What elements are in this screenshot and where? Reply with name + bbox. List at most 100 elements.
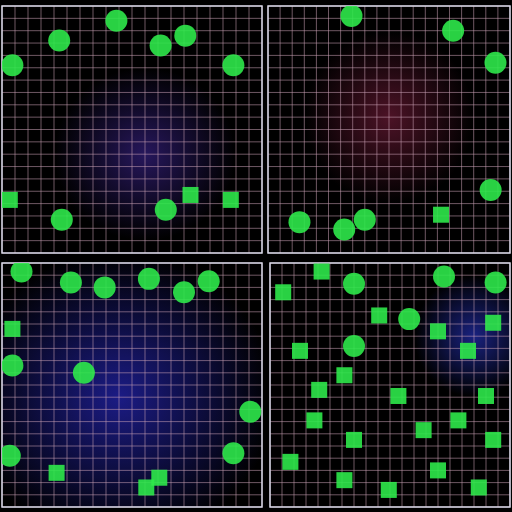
grid-line-y [2,385,262,386]
grid-line-y [2,141,262,142]
point [354,209,376,231]
point [346,432,362,448]
point [336,367,352,383]
point [288,211,310,233]
point [2,54,23,76]
grid-line-y [2,104,262,105]
point [60,272,82,294]
grid-line-y [270,299,510,300]
grid-line-y [2,470,262,471]
point [2,354,23,376]
point [306,412,322,428]
marks [2,10,244,231]
grid-line-y [268,129,510,130]
panel [1,6,262,253]
grid-line-y [2,299,262,300]
point [51,209,73,231]
point [223,192,239,208]
marks [288,6,506,241]
point [183,187,199,203]
grid-line-y [268,203,510,204]
grid-line-y [268,154,510,155]
grid-line-y [270,360,510,361]
point [94,276,116,298]
grid-line-y [268,178,510,179]
point [174,25,196,47]
point [155,199,177,221]
figure [0,0,512,512]
grid-line-y [270,397,510,398]
point [442,20,464,42]
grid-line-y [2,30,262,31]
point [2,192,18,208]
grid-line-y [270,385,510,386]
grid-line-y [268,240,510,241]
grid-line-y [2,166,262,167]
grid-line-y [270,470,510,471]
point [430,323,446,339]
grid-line-y [268,80,510,81]
plot-frame [270,263,510,507]
grid-line-y [2,409,262,410]
grid-line-y [268,166,510,167]
point [150,35,172,57]
point [343,273,365,295]
grid-line-y [270,409,510,410]
grid-line-y [270,336,510,337]
point [460,343,476,359]
grid-line-y [2,240,262,241]
point [485,272,507,294]
point [333,219,355,241]
grid-line-y [268,18,510,19]
tint [268,6,510,253]
grid-line-y [2,494,262,495]
grid-line-y [268,43,510,44]
marks [275,264,506,498]
point [2,445,21,467]
plot-frame [2,263,262,507]
panel [0,261,262,507]
grid-line-y [2,228,262,229]
grid-line-y [2,18,262,19]
grid-line-y [270,324,510,325]
point [275,284,291,300]
grid-line-y [2,336,262,337]
point [222,442,244,464]
point [390,388,406,404]
plot-frame [2,6,262,253]
tint [2,6,262,253]
point [73,362,95,384]
point [198,270,220,292]
grid-line-y [2,397,262,398]
point [450,412,466,428]
grid-line-y [2,55,262,56]
point [343,335,365,357]
grid-line-y [268,92,510,93]
point [381,482,397,498]
point [222,54,244,76]
point [471,479,487,495]
point [311,382,327,398]
grid-line-y [270,311,510,312]
point [4,321,20,337]
point [336,472,352,488]
grid-line-y [2,482,262,483]
point [282,454,298,470]
point [314,264,330,280]
point [105,10,127,32]
point [138,479,154,495]
point [173,281,195,303]
grid-line-y [2,92,262,93]
grid-line-y [2,215,262,216]
point [430,462,446,478]
grid-line-y [270,458,510,459]
grid-line-y [2,178,262,179]
grid-line-y [270,421,510,422]
grid-line-y [2,80,262,81]
tint [2,263,262,507]
grid-line-y [268,67,510,68]
point [11,263,33,283]
grid-line-y [2,129,262,130]
point [49,465,65,481]
point [292,343,308,359]
